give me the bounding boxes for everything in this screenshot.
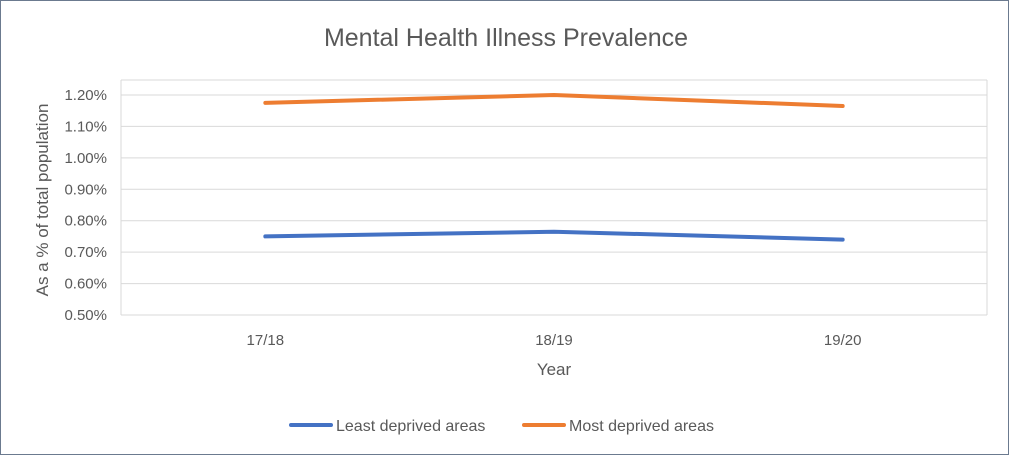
- chart-title: Mental Health Illness Prevalence: [324, 24, 688, 52]
- gridlines: [120, 79, 988, 316]
- series-line-1: [263, 93, 845, 108]
- legend-label: Least deprived areas: [336, 418, 485, 435]
- y-tick-label: 0.90%: [64, 181, 107, 198]
- y-tick-label: 1.20%: [64, 87, 107, 104]
- y-tick-label: 0.60%: [64, 276, 107, 293]
- legend: Least deprived areas Most deprived areas: [289, 418, 714, 435]
- x-tick-label: 17/18: [247, 332, 285, 349]
- legend-label: Most deprived areas: [569, 418, 714, 435]
- y-tick-label: 0.50%: [64, 307, 107, 324]
- y-tick-label: 0.70%: [64, 244, 107, 261]
- y-tick-label: 1.10%: [64, 118, 107, 135]
- x-tick-label: 18/19: [535, 332, 573, 349]
- x-tick-label: 19/20: [824, 332, 862, 349]
- x-axis-ticks: 17/18 18/19 19/20: [247, 332, 862, 349]
- series-line-0: [263, 229, 845, 242]
- x-axis-title: Year: [537, 360, 572, 379]
- y-axis-ticks: 0.50% 0.60% 0.70% 0.80% 0.90% 1.00% 1.10% 1.20%: [64, 87, 107, 324]
- y-tick-label: 0.80%: [64, 213, 107, 230]
- series-lines: [263, 93, 845, 242]
- y-axis-title: As a % of total population: [33, 104, 52, 297]
- y-tick-label: 1.00%: [64, 150, 107, 167]
